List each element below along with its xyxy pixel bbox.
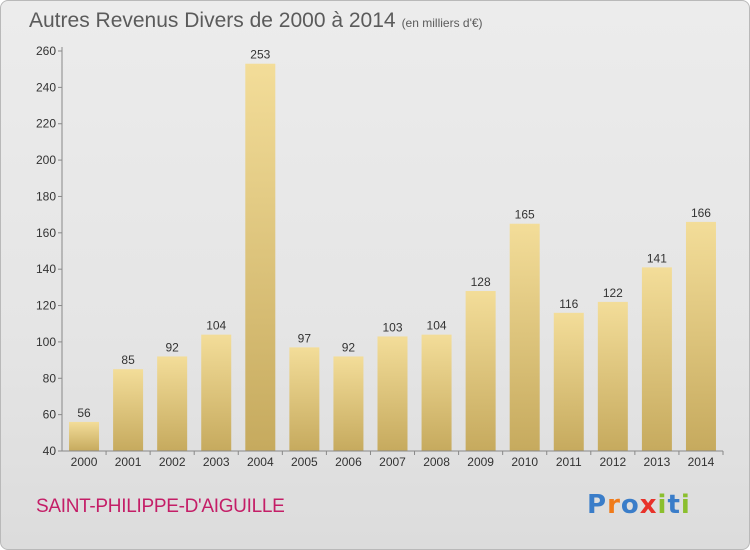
data-label-2005: 97 (298, 331, 312, 345)
bar-2014 (685, 221, 716, 451)
data-label-2006: 92 (342, 340, 356, 354)
data-label-2010: 165 (515, 208, 535, 222)
x-tick-label-2006: 2006 (335, 455, 362, 469)
y-tick-label-80: 80 (43, 371, 57, 385)
y-tick-label-260: 260 (36, 44, 56, 58)
bar-2005 (289, 347, 320, 451)
logo-letter: t (667, 490, 681, 520)
x-tick-label-2014: 2014 (688, 455, 715, 469)
data-label-2003: 104 (206, 319, 226, 333)
logo-letter: o (620, 490, 640, 520)
bar-2007 (377, 336, 408, 451)
data-label-2008: 104 (427, 319, 447, 333)
x-tick-label-2003: 2003 (203, 455, 230, 469)
x-tick-label-2005: 2005 (291, 455, 318, 469)
x-tick-label-2010: 2010 (511, 455, 538, 469)
commune-name: SAINT-PHILIPPE-D'AIGUILLE (36, 496, 285, 517)
bar-2000 (69, 421, 100, 451)
bar-2001 (113, 369, 144, 451)
logo-letter: r (607, 490, 621, 520)
data-label-2009: 128 (471, 275, 491, 289)
bar-2008 (421, 334, 452, 451)
data-label-2000: 56 (77, 406, 91, 420)
y-tick-label-40: 40 (43, 444, 57, 458)
logo-letter: x (639, 490, 658, 520)
x-tick-label-2012: 2012 (599, 455, 626, 469)
data-label-2002: 92 (165, 340, 179, 354)
bars-layer: 56 85 92 104 253 97 92 103 104 128 165 116 122 141 166 (69, 48, 716, 452)
data-label-2013: 141 (647, 251, 667, 265)
x-tick-label-2007: 2007 (379, 455, 406, 469)
logo-letter: P (587, 490, 608, 520)
x-tick-label-2013: 2013 (644, 455, 671, 469)
y-tick-label-60: 60 (43, 408, 57, 422)
bar-2002 (157, 356, 188, 451)
bar-2010 (509, 223, 540, 451)
data-label-2001: 85 (121, 353, 135, 367)
logo-letter: i (657, 490, 668, 520)
chart-subtitle: (en milliers d'€) (401, 16, 483, 30)
data-label-2014: 166 (691, 206, 711, 220)
bar-2012 (597, 301, 628, 451)
y-tick-label-140: 140 (36, 262, 56, 276)
chart-title: Autres Revenus Divers de 2000 à 2014 (en … (29, 9, 483, 33)
bar-2003 (201, 334, 232, 451)
data-label-2012: 122 (603, 286, 623, 300)
x-tick-label-2009: 2009 (467, 455, 494, 469)
data-label-2011: 116 (559, 297, 578, 311)
y-tick-label-120: 120 (36, 299, 56, 313)
bar-2004 (245, 63, 276, 452)
x-tick-label-2002: 2002 (159, 455, 186, 469)
bar-2006 (333, 356, 364, 451)
logo-letter: i (680, 490, 691, 520)
data-label-2004: 253 (250, 48, 270, 62)
x-tick-label-2011: 2011 (556, 455, 582, 469)
y-tick-label-160: 160 (36, 226, 56, 240)
bar-2011 (553, 312, 584, 451)
axis-layer: 2000 2001 2002 2003 2004 2005 2006 2007 2008 2009… (36, 44, 724, 469)
proxiti-logo[interactable]: Proxiti (587, 490, 691, 520)
y-tick-label-200: 200 (36, 153, 56, 167)
y-tick-label-240: 240 (36, 80, 56, 94)
x-tick-label-2000: 2000 (71, 455, 98, 469)
y-tick-label-100: 100 (36, 335, 56, 349)
x-tick-label-2008: 2008 (423, 455, 450, 469)
bar-2013 (641, 267, 672, 451)
chart-title-text: Autres Revenus Divers de 2000 à 2014 (29, 9, 396, 32)
x-tick-label-2001: 2001 (115, 455, 142, 469)
y-tick-label-180: 180 (36, 189, 56, 203)
data-label-2007: 103 (382, 320, 402, 334)
bar-2009 (465, 291, 496, 451)
x-tick-label-2004: 2004 (247, 455, 274, 469)
y-tick-label-220: 220 (36, 117, 56, 131)
